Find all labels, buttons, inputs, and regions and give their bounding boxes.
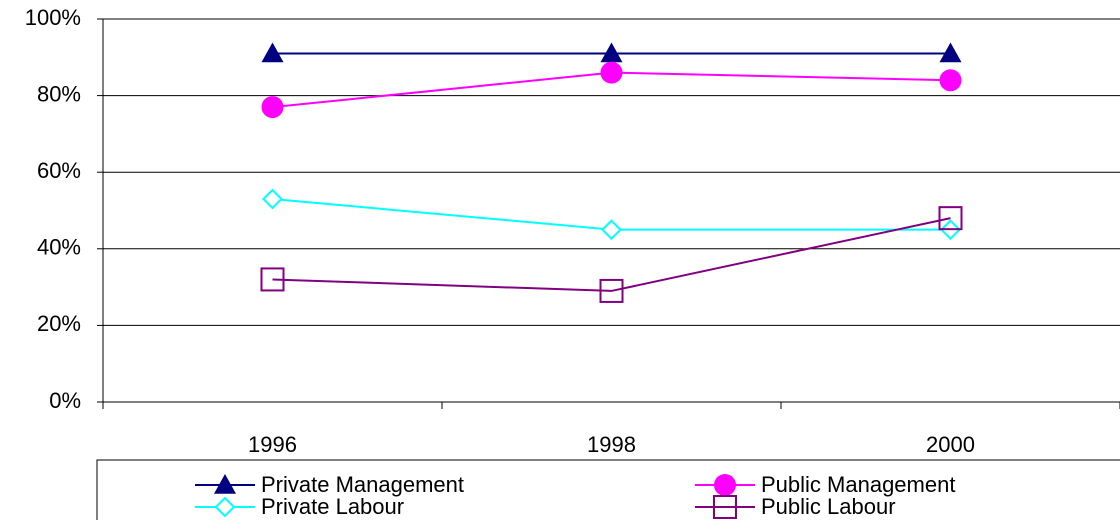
y-tick-label: 0% (49, 388, 81, 413)
marker (939, 42, 962, 63)
marker (261, 96, 284, 119)
marker (939, 69, 962, 92)
y-tick-label: 100% (25, 5, 81, 30)
marker (600, 42, 623, 63)
legend-label: Public Labour (761, 494, 896, 519)
x-tick-label: 1998 (587, 432, 636, 457)
marker (600, 61, 623, 84)
marker (262, 188, 283, 210)
legend-label: Public Management (761, 472, 955, 497)
y-tick-label: 20% (37, 311, 81, 336)
x-tick-label: 1996 (248, 432, 297, 457)
marker (599, 278, 624, 303)
legend-label: Private Management (261, 472, 464, 497)
marker (261, 42, 284, 63)
legend-marker (214, 474, 236, 494)
legend-marker (713, 495, 737, 519)
legend-marker (214, 496, 236, 518)
series-line (272, 217, 951, 292)
y-tick-label: 60% (37, 158, 81, 183)
legend-box (96, 459, 1120, 520)
y-tick-label: 80% (37, 81, 81, 106)
marker (260, 267, 285, 292)
marker (601, 219, 622, 241)
legend-label: Private Labour (261, 494, 404, 519)
marker (938, 206, 963, 231)
x-tick-label: 2000 (926, 432, 975, 457)
y-tick-label: 40% (37, 235, 81, 260)
legend-marker (714, 474, 736, 496)
